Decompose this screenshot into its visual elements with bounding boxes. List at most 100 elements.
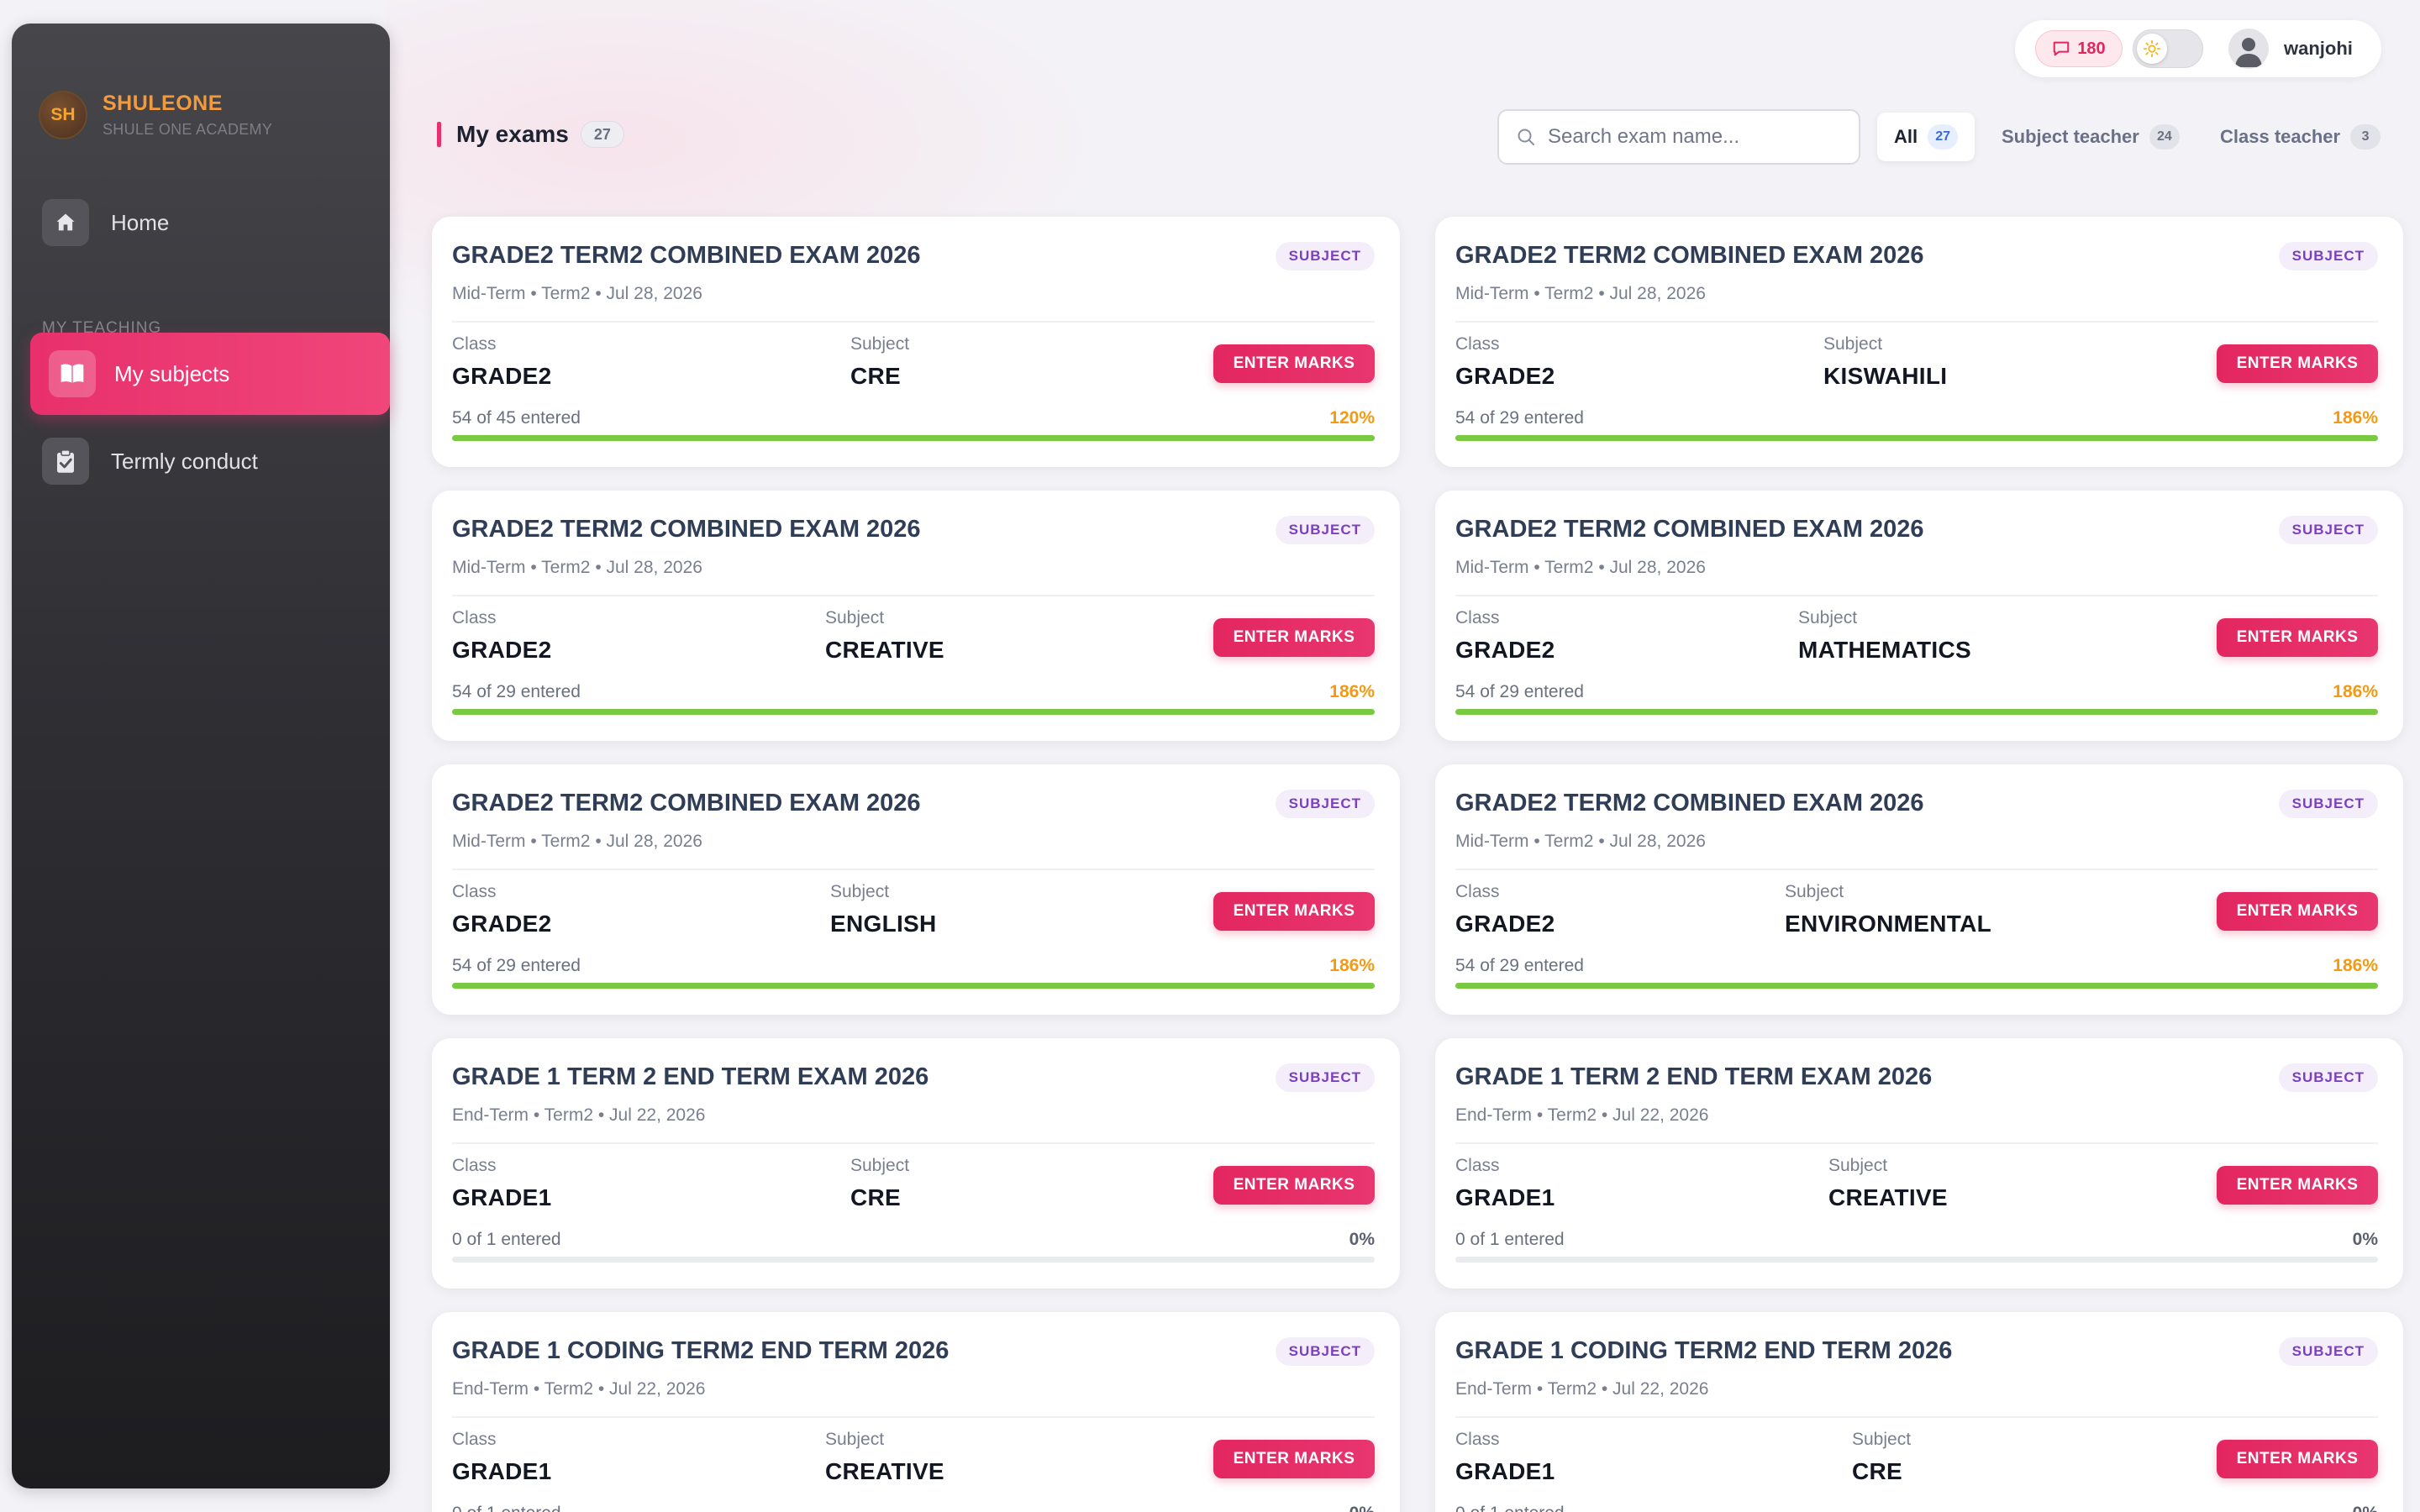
exam-title: GRADE 1 TERM 2 END TERM EXAM 2026 — [1455, 1063, 1933, 1090]
progress-fill — [452, 709, 1375, 715]
filter-label: Subject teacher — [2002, 126, 2139, 147]
subject-label: Subject — [1785, 882, 1844, 901]
entered-count: 54 of 29 entered — [452, 682, 581, 701]
brand[interactable]: SH SHULEONE SHULE ONE ACADEMY — [39, 91, 272, 139]
divider — [452, 869, 1375, 870]
avatar — [2228, 29, 2269, 69]
search-icon — [1518, 129, 1534, 145]
class-value: GRADE2 — [452, 911, 552, 937]
enter-marks-button[interactable]: ENTER MARKS — [2217, 892, 2378, 931]
search-box — [1497, 109, 1860, 165]
book-icon — [49, 350, 96, 397]
brand-avatar: SH — [39, 91, 87, 139]
enter-marks-button[interactable]: ENTER MARKS — [1213, 344, 1375, 383]
subject-label: Subject — [850, 334, 910, 354]
messages-button[interactable]: 180 — [2035, 30, 2123, 67]
progress-bar — [1455, 983, 2378, 989]
progress-fill — [1455, 435, 2378, 441]
entered-percent: 120% — [1329, 408, 1375, 428]
exam-meta: Mid-Term • Term2 • Jul 28, 2026 — [452, 284, 702, 303]
progress-fill — [452, 983, 1375, 989]
exam-card[interactable]: GRADE2 TERM2 COMBINED EXAM 2026 SUBJECT … — [1435, 491, 2403, 741]
subject-label: Subject — [1852, 1430, 1912, 1449]
enter-marks-button[interactable]: ENTER MARKS — [2217, 618, 2378, 657]
exam-meta: Mid-Term • Term2 • Jul 28, 2026 — [1455, 284, 1706, 303]
progress-fill — [1455, 983, 2378, 989]
enter-marks-button[interactable]: ENTER MARKS — [1213, 892, 1375, 931]
subject-value: KISWAHILI — [1823, 363, 1948, 389]
subject-value: ENGLISH — [830, 911, 937, 937]
class-value: GRADE1 — [1455, 1458, 1555, 1484]
exam-card[interactable]: GRADE 1 TERM 2 END TERM EXAM 2026 SUBJEC… — [432, 1038, 1400, 1289]
enter-marks-button[interactable]: ENTER MARKS — [2217, 1166, 2378, 1205]
exam-card[interactable]: GRADE2 TERM2 COMBINED EXAM 2026 SUBJECT … — [432, 491, 1400, 741]
exam-meta: Mid-Term • Term2 • Jul 28, 2026 — [1455, 832, 1706, 851]
subject-label: Subject — [850, 1156, 910, 1175]
entered-count: 0 of 1 entered — [452, 1230, 561, 1249]
divider — [1455, 869, 2378, 870]
subject-tag: SUBJECT — [2278, 1337, 2378, 1366]
class-value: GRADE2 — [1455, 911, 1555, 937]
filter-label: All — [1894, 126, 1918, 147]
progress-bar — [452, 435, 1375, 441]
chat-icon — [2054, 41, 2070, 56]
subject-tag: SUBJECT — [2278, 516, 2378, 544]
search-input[interactable] — [1548, 125, 1850, 149]
subject-value: CRE — [850, 1184, 902, 1210]
entered-count: 0 of 1 entered — [452, 1504, 561, 1512]
page-header: My exams 27 — [437, 121, 624, 148]
divider — [452, 321, 1375, 323]
user-menu[interactable]: wanjohi — [2228, 29, 2353, 69]
exam-meta: Mid-Term • Term2 • Jul 28, 2026 — [1455, 558, 1706, 577]
filter-subject-teacher[interactable]: Subject teacher 24 — [1985, 113, 2196, 161]
exam-card[interactable]: GRADE2 TERM2 COMBINED EXAM 2026 SUBJECT … — [432, 217, 1400, 467]
class-value: GRADE2 — [452, 637, 552, 663]
exam-card[interactable]: GRADE2 TERM2 COMBINED EXAM 2026 SUBJECT … — [432, 764, 1400, 1015]
exam-title: GRADE2 TERM2 COMBINED EXAM 2026 — [452, 790, 921, 816]
exam-title: GRADE2 TERM2 COMBINED EXAM 2026 — [1455, 516, 1924, 543]
sidebar-item-termly-conduct[interactable]: Termly conduct — [30, 423, 383, 499]
messages-count: 180 — [2077, 39, 2106, 58]
exam-title: GRADE2 TERM2 COMBINED EXAM 2026 — [1455, 790, 1924, 816]
subject-value: ENVIRONMENTAL — [1785, 911, 1992, 937]
subject-tag: SUBJECT — [2278, 790, 2378, 818]
subject-tag: SUBJECT — [2278, 1063, 2378, 1092]
filter-all[interactable]: All 27 — [1877, 113, 1975, 161]
class-value: GRADE2 — [1455, 637, 1555, 663]
class-label: Class — [1455, 1430, 1500, 1449]
class-label: Class — [452, 1430, 497, 1449]
subject-value: CRE — [1852, 1458, 1903, 1484]
enter-marks-button[interactable]: ENTER MARKS — [1213, 1166, 1375, 1205]
exam-card[interactable]: GRADE 1 CODING TERM2 END TERM 2026 SUBJE… — [1435, 1312, 2403, 1512]
exam-title: GRADE 1 CODING TERM2 END TERM 2026 — [452, 1337, 950, 1364]
subject-value: CREATIVE — [1828, 1184, 1948, 1210]
enter-marks-button[interactable]: ENTER MARKS — [2217, 344, 2378, 383]
entered-count: 54 of 29 entered — [1455, 408, 1584, 428]
exam-title: GRADE2 TERM2 COMBINED EXAM 2026 — [452, 516, 921, 543]
entered-count: 54 of 29 entered — [1455, 956, 1584, 975]
theme-toggle[interactable] — [2133, 29, 2203, 68]
exam-card[interactable]: GRADE 1 TERM 2 END TERM EXAM 2026 SUBJEC… — [1435, 1038, 2403, 1289]
entered-percent: 186% — [2333, 682, 2378, 701]
user-name: wanjohi — [2284, 38, 2353, 59]
enter-marks-button[interactable]: ENTER MARKS — [2217, 1440, 2378, 1478]
sidebar-item-home[interactable]: Home — [30, 185, 383, 260]
exam-meta: End-Term • Term2 • Jul 22, 2026 — [452, 1105, 706, 1125]
exam-card[interactable]: GRADE2 TERM2 COMBINED EXAM 2026 SUBJECT … — [1435, 217, 2403, 467]
enter-marks-button[interactable]: ENTER MARKS — [1213, 1440, 1375, 1478]
entered-count: 54 of 29 entered — [1455, 682, 1584, 701]
brand-subtitle: SHULE ONE ACADEMY — [103, 121, 273, 138]
progress-bar — [1455, 709, 2378, 715]
exam-title: GRADE 1 CODING TERM2 END TERM 2026 — [1455, 1337, 1953, 1364]
filter-class-teacher[interactable]: Class teacher 3 — [2203, 113, 2397, 161]
exam-card[interactable]: GRADE2 TERM2 COMBINED EXAM 2026 SUBJECT … — [1435, 764, 2403, 1015]
exam-count-badge: 27 — [580, 121, 624, 148]
sidebar-item-my-subjects[interactable]: My subjects — [30, 333, 390, 415]
divider — [452, 1416, 1375, 1418]
class-label: Class — [1455, 882, 1500, 901]
exam-card[interactable]: GRADE 1 CODING TERM2 END TERM 2026 SUBJE… — [432, 1312, 1400, 1512]
progress-bar — [1455, 435, 2378, 441]
subject-value: MATHEMATICS — [1798, 637, 1972, 663]
enter-marks-button[interactable]: ENTER MARKS — [1213, 618, 1375, 657]
class-value: GRADE2 — [452, 363, 552, 389]
